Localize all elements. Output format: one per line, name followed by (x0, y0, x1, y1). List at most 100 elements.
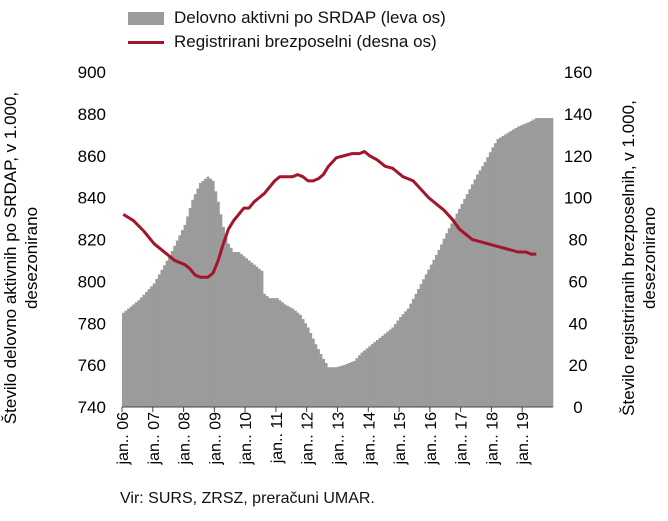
area-bar (463, 199, 467, 407)
area-bar (465, 194, 469, 407)
area-bar (193, 194, 197, 407)
right-axis-title-line1: Število registriranih brezposelnih, v 1.… (619, 100, 638, 416)
area-bar (424, 274, 428, 407)
left-axis-title-line1: Število delovno aktivnih po SRDAP, v 1.0… (1, 92, 20, 424)
x-tick-label: jan.. 16 (423, 412, 440, 466)
legend-swatch-line (128, 40, 164, 44)
area-bar (152, 283, 156, 407)
area-bar (375, 340, 379, 407)
area-bar (178, 235, 182, 407)
area-bar (168, 256, 172, 407)
area-bar (519, 125, 523, 407)
area-bar (524, 123, 528, 408)
area-bar (214, 191, 218, 407)
area-bar (547, 118, 551, 407)
area-bar (306, 327, 310, 407)
area-bar (201, 180, 205, 407)
x-tick-marks (121, 407, 523, 412)
area-bar (442, 238, 446, 407)
area-bar (532, 119, 536, 408)
legend-item-area: Delovno aktivni po SRDAP (leva os) (128, 6, 446, 30)
area-bar (240, 254, 243, 407)
x-tick-label: jan.. 19 (515, 412, 532, 466)
area-bar (360, 352, 364, 407)
area-bar (517, 126, 520, 407)
area-bar (165, 260, 169, 407)
right-axis-ticks: 160 140 120 100 80 60 40 20 0 (564, 63, 592, 417)
area-bar (134, 302, 138, 407)
area-bar (434, 254, 438, 407)
area-bar (137, 300, 141, 407)
area-bar (432, 259, 436, 407)
area-bar (511, 129, 515, 407)
area-bar (496, 139, 500, 407)
area-bar (209, 178, 213, 407)
x-tick-label: jan.. 09 (207, 412, 224, 466)
area-bar (373, 342, 377, 407)
area-bar (540, 118, 544, 407)
area-bar (296, 312, 300, 407)
area-bar (122, 312, 125, 407)
area-bar (132, 304, 136, 407)
area-bar (481, 166, 485, 407)
left-tick-label: 880 (78, 105, 106, 124)
area-bar (186, 216, 190, 407)
area-bar (386, 331, 390, 408)
area-bar (396, 320, 400, 407)
x-tick-label: jan.. 15 (392, 412, 409, 466)
area-bar (188, 208, 192, 407)
x-tick-label: jan.. 17 (454, 412, 471, 466)
area-bar (417, 289, 420, 407)
area-bar (414, 293, 418, 407)
area-bar (483, 162, 487, 407)
area-bar (222, 226, 225, 407)
area-bar (329, 367, 333, 407)
area-bar (273, 298, 277, 408)
area-bar (537, 118, 541, 407)
left-tick-label: 740 (78, 398, 106, 417)
area-bar (509, 131, 513, 407)
area-bar (345, 364, 349, 407)
area-bar (127, 308, 130, 407)
area-bar (173, 245, 177, 407)
area-bar (234, 252, 238, 407)
area-bar (247, 260, 251, 407)
area-bar (242, 256, 246, 407)
area-bar (245, 258, 249, 407)
area-bar (211, 180, 215, 407)
area-bar (237, 252, 241, 407)
area-bar (452, 218, 456, 407)
area-bar (219, 214, 223, 407)
area-bar (393, 323, 397, 407)
area-bar (250, 262, 254, 407)
legend-label-area: Delovno aktivni po SRDAP (leva os) (174, 8, 446, 27)
area-bar (409, 303, 413, 407)
area-bar (301, 319, 305, 407)
area-bar (450, 223, 454, 407)
x-tick-label: jan.. 08 (177, 412, 194, 466)
x-tick-label: jan.. 10 (238, 412, 255, 466)
area-bar (170, 251, 174, 407)
area-bar (545, 118, 549, 407)
right-tick-label: 80 (569, 231, 588, 250)
area-bar (406, 308, 410, 407)
area-bar (411, 298, 415, 407)
x-tick-label: jan.. 13 (331, 412, 348, 466)
area-bar (460, 203, 464, 407)
x-tick-label: jan.. 07 (146, 412, 163, 466)
area-bar (522, 124, 526, 407)
area-bar (175, 240, 179, 407)
area-series-layer (122, 118, 554, 408)
area-bar (478, 170, 482, 407)
area-bar (257, 268, 261, 407)
area-bar (304, 323, 308, 407)
area-bar (340, 365, 343, 407)
area-bar (275, 298, 279, 408)
area-bar (319, 353, 323, 407)
area-bar (265, 296, 269, 407)
unemployed-line (122, 150, 537, 279)
area-bar (198, 182, 202, 407)
area-bar (309, 333, 313, 407)
area-bar (476, 174, 479, 407)
